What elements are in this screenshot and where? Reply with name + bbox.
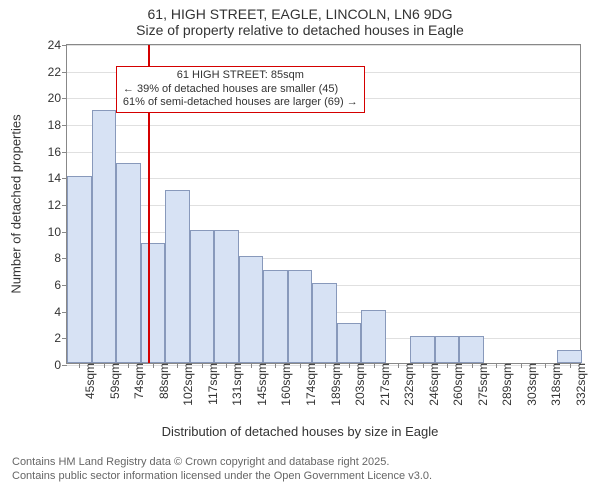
annotation-box: 61 HIGH STREET: 85sqm← 39% of detached h…: [116, 66, 365, 113]
annotation-line3: 61% of semi-detached houses are larger (…: [123, 96, 358, 110]
gridline: [67, 232, 580, 233]
histogram-bar: [410, 336, 435, 363]
ytick-label: 4: [54, 305, 67, 319]
xtick-label: 45sqm: [79, 363, 97, 399]
xtick-label: 189sqm: [325, 363, 343, 406]
ytick-label: 24: [48, 38, 67, 52]
gridline: [67, 178, 580, 179]
histogram-bar: [312, 283, 337, 363]
y-axis-label: Number of detached properties: [9, 114, 24, 293]
histogram-bar: [459, 336, 484, 363]
xtick-label: 232sqm: [398, 363, 416, 406]
histogram-bar: [557, 350, 582, 363]
ytick-label: 12: [48, 198, 67, 212]
xtick-label: 59sqm: [104, 363, 122, 399]
x-axis-label: Distribution of detached houses by size …: [162, 424, 439, 439]
annotation-line1: 61 HIGH STREET: 85sqm: [123, 69, 358, 83]
ytick-label: 16: [48, 145, 67, 159]
ytick-label: 10: [48, 225, 67, 239]
chart-container: 61, HIGH STREET, EAGLE, LINCOLN, LN6 9DG…: [0, 0, 600, 500]
xtick-label: 102sqm: [177, 363, 195, 406]
xtick-label: 303sqm: [521, 363, 539, 406]
histogram-bar: [263, 270, 288, 363]
histogram-bar: [337, 323, 362, 363]
histogram-bar: [116, 163, 141, 363]
footer-line1: Contains HM Land Registry data © Crown c…: [12, 456, 588, 470]
xtick-label: 174sqm: [300, 363, 318, 406]
xtick-label: 74sqm: [128, 363, 146, 399]
xtick-label: 260sqm: [447, 363, 465, 406]
ytick-label: 14: [48, 171, 67, 185]
ytick-label: 0: [54, 358, 67, 372]
histogram-bar: [435, 336, 460, 363]
xtick-label: 160sqm: [275, 363, 293, 406]
gridline: [67, 45, 580, 46]
xtick-label: 117sqm: [202, 363, 220, 405]
xtick-label: 88sqm: [153, 363, 171, 399]
xtick-label: 145sqm: [251, 363, 269, 406]
xtick-label: 318sqm: [545, 363, 563, 406]
chart-title-line1: 61, HIGH STREET, EAGLE, LINCOLN, LN6 9DG: [0, 0, 600, 22]
xtick-label: 289sqm: [496, 363, 514, 406]
histogram-bar: [165, 190, 190, 363]
annotation-line2: ← 39% of detached houses are smaller (45…: [123, 83, 358, 97]
xtick-label: 332sqm: [570, 363, 588, 406]
gridline: [67, 152, 580, 153]
ytick-label: 18: [48, 118, 67, 132]
xtick-label: 203sqm: [349, 363, 367, 406]
chart-title-line2: Size of property relative to detached ho…: [0, 22, 600, 38]
xtick-label: 131sqm: [226, 363, 244, 406]
ytick-label: 22: [48, 65, 67, 79]
histogram-bar: [361, 310, 386, 363]
footer-line2: Contains public sector information licen…: [12, 470, 588, 484]
histogram-bar: [190, 230, 215, 363]
ytick-label: 6: [54, 278, 67, 292]
ytick-label: 2: [54, 331, 67, 345]
ytick-label: 8: [54, 251, 67, 265]
xtick-label: 275sqm: [472, 363, 490, 406]
histogram-bar: [67, 176, 92, 363]
plot-area: 02468101214161820222445sqm59sqm74sqm88sq…: [66, 44, 581, 364]
gridline: [67, 205, 580, 206]
histogram-bar: [288, 270, 313, 363]
histogram-bar: [141, 243, 166, 363]
histogram-bar: [92, 110, 117, 363]
histogram-bar: [214, 230, 239, 363]
ytick-label: 20: [48, 91, 67, 105]
footer-credits: Contains HM Land Registry data © Crown c…: [0, 456, 600, 484]
xtick-label: 246sqm: [423, 363, 441, 406]
xtick-label: 217sqm: [374, 363, 392, 406]
gridline: [67, 125, 580, 126]
histogram-bar: [239, 256, 264, 363]
